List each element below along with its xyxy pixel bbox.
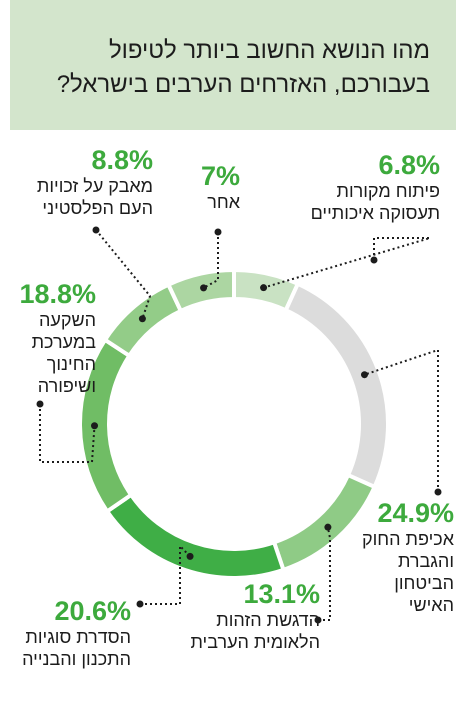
leader-dot-2-1: [324, 523, 332, 531]
slice-label-1: 24.9% אכיפת החוק והגברת הביטחון האישי: [344, 498, 454, 616]
leader-dot-6-1: [200, 284, 208, 292]
leader-dot-5-1: [138, 315, 146, 323]
slice-name-3: הסדרת סוגיות התכנון והבנייה: [22, 627, 131, 669]
slice-name-4: השקעה במערכת החינוך ושיפורה: [31, 310, 96, 396]
leader-dot-2-0: [314, 616, 322, 624]
slice-value-0: 6.8%: [378, 150, 440, 180]
slice-name-0: פיתוח מקורות תעסוקה איכותיים: [310, 181, 440, 223]
chart-title: מהו הנושא החשוב ביותר לטיפול בעבורכם, הא…: [10, 0, 456, 130]
slice-value-3: 20.6%: [54, 596, 131, 626]
slice-value-5: 8.8%: [91, 145, 153, 175]
leader-dot-0-1: [260, 284, 268, 292]
slice-label-5: 8.8% מאבק על זכויות העם הפלסטיני: [3, 145, 153, 219]
leader-dot-1-1: [360, 371, 368, 379]
leader-line-6: [203, 232, 219, 289]
donut-slice-1: [283, 281, 390, 490]
slice-value-4: 18.8%: [19, 279, 96, 309]
leader-dot-0-0: [370, 256, 378, 264]
slice-value-2: 13.1%: [243, 579, 320, 609]
slice-label-4: 18.8% השקעה במערכת החינוך ושיפורה: [1, 279, 96, 397]
leader-dot-4-0: [36, 400, 44, 408]
slice-name-6: אחר: [207, 192, 240, 212]
leader-dot-4-1: [91, 422, 99, 430]
slice-name-2: הדגשת הזהות הלאומית הערבית: [190, 610, 320, 652]
leader-dot-1-0: [434, 488, 442, 496]
leader-line-0: [263, 237, 431, 289]
leader-line-1: [364, 348, 439, 492]
slice-value-1: 24.9%: [377, 498, 454, 528]
slice-label-6: 7% אחר: [180, 161, 240, 213]
slice-label-0: 6.8% פיתוח מקורות תעסוקה איכותיים: [240, 150, 440, 224]
slice-label-2: 13.1% הדגשת הזהות הלאומית הערבית: [120, 579, 320, 653]
leader-dot-5-0: [92, 226, 100, 234]
leader-dot-3-0: [136, 600, 144, 608]
donut-slice-3: [104, 492, 286, 580]
slice-label-3: 20.6% הסדרת סוגיות התכנון והבנייה: [1, 596, 131, 670]
leader-line-5: [95, 229, 152, 320]
leader-dot-6-0: [214, 228, 222, 236]
slice-name-5: מאבק על זכויות העם הפלסטיני: [36, 176, 153, 218]
slice-name-1: אכיפת החוק והגברת הביטחון האישי: [361, 529, 454, 615]
leader-line-2: [318, 526, 331, 621]
slice-value-6: 7%: [200, 161, 240, 191]
leader-line-3: [140, 543, 191, 605]
leader-dot-3-1: [186, 552, 194, 560]
